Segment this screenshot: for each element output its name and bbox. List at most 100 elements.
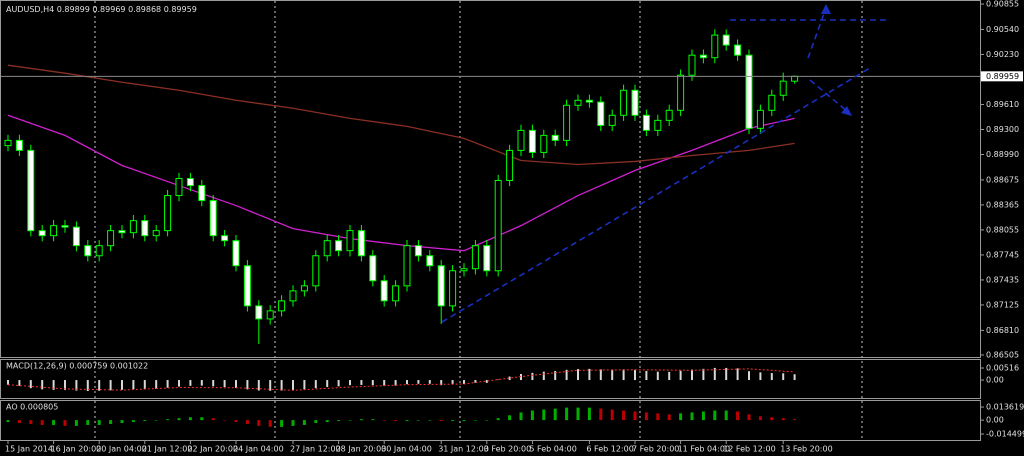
ao-bar xyxy=(143,420,147,422)
candle-body xyxy=(597,101,605,126)
ao-bar xyxy=(188,417,192,421)
drawings xyxy=(441,4,890,323)
candle-body xyxy=(27,149,35,232)
macd-bar xyxy=(394,380,397,386)
candle-body xyxy=(688,54,696,76)
macd-bar xyxy=(29,380,32,389)
candle-body xyxy=(61,225,69,228)
macd-bar xyxy=(292,380,294,391)
candle-body xyxy=(198,185,206,202)
macd-bar xyxy=(463,380,465,385)
arrow-head xyxy=(841,106,852,116)
x-tick-label: 31 Jan 12:00 xyxy=(438,445,489,454)
candle-body xyxy=(551,134,559,141)
macd-bar xyxy=(303,380,306,390)
y-tick-label: 0.00 xyxy=(986,376,1004,385)
ao-bar xyxy=(257,420,261,426)
ao-bar xyxy=(576,407,580,421)
macd-bar xyxy=(98,380,101,391)
ao-bar xyxy=(530,410,534,421)
candle-body xyxy=(357,230,365,257)
candle-body xyxy=(494,179,502,272)
ao-bar xyxy=(394,420,398,422)
ao-bar xyxy=(245,420,249,424)
candle-body xyxy=(380,280,388,302)
ao-bar xyxy=(701,411,705,421)
ao-bar xyxy=(348,420,352,421)
candle-body xyxy=(779,80,787,96)
ao-bar xyxy=(599,408,603,421)
candle-body xyxy=(141,220,149,237)
ao-bar xyxy=(428,420,432,421)
ao-bar xyxy=(154,420,158,421)
candle-body xyxy=(791,75,799,82)
x-tick-label: 24 Jan 04:00 xyxy=(233,445,284,454)
macd-bar xyxy=(622,369,625,381)
ao-bar xyxy=(519,412,523,421)
x-tick-label: 30 Jan 04:00 xyxy=(381,445,432,454)
ao-bar xyxy=(656,413,660,421)
macd-bar xyxy=(7,380,9,385)
candle-body xyxy=(300,285,308,292)
candle-body xyxy=(631,89,639,116)
y-tick-label: 0.88365 xyxy=(986,200,1019,209)
open: 0.89899 xyxy=(57,5,90,14)
macd-bar xyxy=(508,376,511,381)
candle-body xyxy=(654,119,662,131)
candle-body xyxy=(506,149,514,181)
candle-body xyxy=(449,270,457,307)
y-tick-label: 0.90855 xyxy=(986,0,1019,9)
x-tick-label: 5 Feb 04:00 xyxy=(529,445,576,454)
y-tick-label: 0.88675 xyxy=(986,175,1019,184)
ao-bar xyxy=(200,417,204,421)
candle-body xyxy=(528,129,536,153)
candle-body xyxy=(414,245,422,257)
ao-bar xyxy=(781,418,785,421)
ao-bar xyxy=(234,420,238,423)
ao-bar xyxy=(451,420,455,422)
ao-bar xyxy=(291,420,295,426)
candle-body xyxy=(255,305,263,320)
macd-bar xyxy=(246,380,249,390)
candle-body xyxy=(540,134,548,153)
low: 0.89868 xyxy=(128,5,161,14)
ao-bar xyxy=(542,409,546,421)
x-tick-label: 13 Feb 20:00 xyxy=(780,445,832,454)
ao-bar xyxy=(302,420,306,425)
macd-bar xyxy=(485,380,488,383)
macd-bar xyxy=(383,380,386,386)
macd-panel xyxy=(0,359,981,399)
macd-bar xyxy=(178,380,180,387)
macd-bar xyxy=(166,380,169,388)
ao-bar xyxy=(758,416,762,421)
macd-bar xyxy=(474,380,477,383)
candle-body xyxy=(574,99,582,106)
macd-bar xyxy=(759,372,762,381)
candle-body xyxy=(642,114,650,131)
candle-body xyxy=(471,245,479,270)
x-tick-label: 20 Jan 04:00 xyxy=(96,445,147,454)
macd-bar xyxy=(611,369,614,381)
y-tick-label: 0.86505 xyxy=(986,350,1019,359)
ao-bar xyxy=(177,418,181,421)
candle-body xyxy=(335,240,343,252)
moving-average xyxy=(7,64,795,166)
macd-bar xyxy=(542,371,545,381)
ao-bar xyxy=(690,412,694,421)
macd-bar xyxy=(235,380,237,388)
candle-body xyxy=(289,290,297,302)
x-tick-label: 27 Jan 12:00 xyxy=(290,445,341,454)
macd-bar xyxy=(497,379,500,381)
macd-bar xyxy=(770,373,773,381)
candle-body xyxy=(403,245,411,287)
candle-body xyxy=(323,240,331,257)
ao-bar xyxy=(314,420,318,423)
ao-bar xyxy=(371,419,375,421)
ao-bar xyxy=(770,417,774,421)
macd-bar xyxy=(679,370,682,381)
macd-bar xyxy=(656,371,659,381)
y-tick-label: 0.88055 xyxy=(986,225,1019,234)
candle-body xyxy=(460,268,468,272)
macd-bar xyxy=(406,380,408,385)
